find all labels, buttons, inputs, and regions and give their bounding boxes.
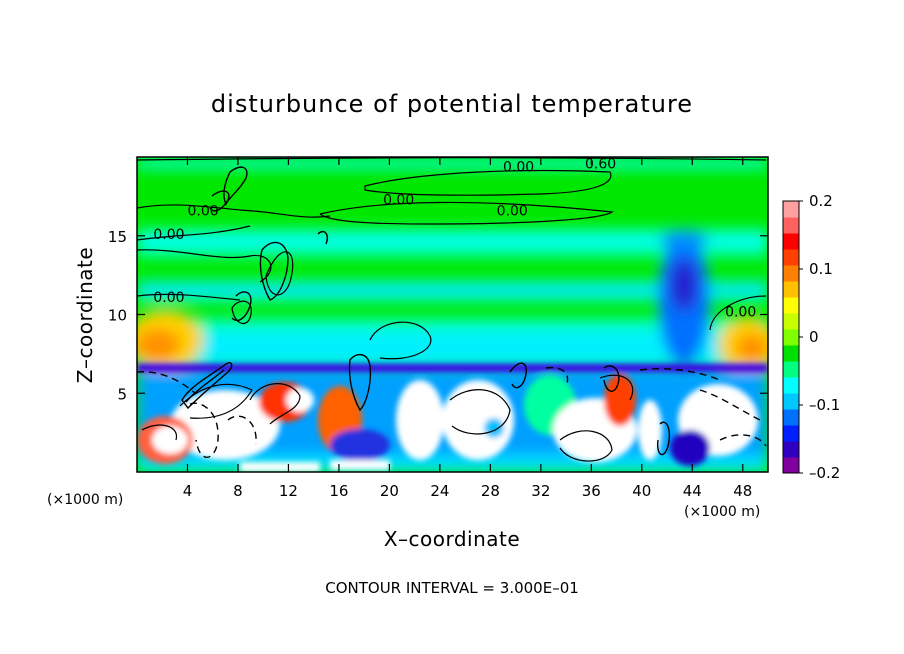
x-tick-label: 16 xyxy=(329,482,348,500)
x-unit-label-right: (×1000 m) xyxy=(684,504,760,520)
lower-layer-details xyxy=(137,364,768,472)
x-tick-label: 48 xyxy=(733,482,752,500)
colorbar-swatch xyxy=(783,377,799,394)
contour-label: 0.00 xyxy=(503,159,534,175)
contour-interval-note: CONTOUR INTERVAL = 3.000E–01 xyxy=(325,579,579,597)
colorbar-tick-label: 0.2 xyxy=(809,192,833,210)
colorbar-swatch xyxy=(783,409,799,426)
colorbar-swatch xyxy=(783,441,799,458)
x-tick-label: 28 xyxy=(481,482,500,500)
contour-label: 0.60 xyxy=(585,156,616,172)
contour-label: 0.00 xyxy=(497,204,528,220)
colorbar-swatch xyxy=(783,393,799,410)
colorbar-swatch xyxy=(783,297,799,314)
colorbar-swatch xyxy=(783,265,799,282)
colorbar-swatch xyxy=(783,425,799,442)
y-axis-title: Z–coordinate xyxy=(73,247,97,383)
colorbar-swatch xyxy=(783,345,799,362)
colorbar-tick-label: –0.2 xyxy=(809,464,840,482)
colorbar-swatch xyxy=(783,361,799,378)
plot-area: 0.600.000.000.000.000.000.000.00 xyxy=(137,156,768,472)
x-tick-label: 32 xyxy=(531,482,550,500)
colorbar-swatch xyxy=(783,281,799,298)
x-axis: 4 8 12 16 20 24 28 32 36 40 44 48 xyxy=(183,157,752,500)
x-tick-label: 24 xyxy=(430,482,449,500)
colorbar-swatch xyxy=(783,249,799,266)
x-tick-label: 8 xyxy=(233,482,243,500)
colorbar: 0.2 0.1 0 –0.1 –0.2 xyxy=(782,192,840,482)
x-unit-label-left: (×1000 m) xyxy=(47,492,123,508)
colorbar-swatch xyxy=(783,457,799,474)
negative-contours xyxy=(137,366,767,458)
colorbar-swatch xyxy=(783,313,799,330)
contour-label: 0.00 xyxy=(187,204,218,220)
contour-label: 0.00 xyxy=(725,304,756,320)
x-tick-label: 40 xyxy=(632,482,651,500)
x-tick-label: 44 xyxy=(683,482,702,500)
colorbar-tick-label: 0 xyxy=(809,328,819,346)
colorbar-swatch xyxy=(783,201,799,218)
y-tick-label: 15 xyxy=(108,228,127,246)
chart-title: disturbunce of potential temperature xyxy=(211,90,693,118)
colorbar-tick-label: 0.1 xyxy=(809,260,833,278)
contour-label: 0.00 xyxy=(153,290,184,306)
contour-dense-clusters xyxy=(181,166,670,456)
x-tick-label: 12 xyxy=(279,482,298,500)
y-tick-label: 10 xyxy=(108,307,127,325)
colorbar-tick-label: –0.1 xyxy=(809,396,840,414)
contour-label: 0.00 xyxy=(153,227,184,243)
colorbar-swatch xyxy=(783,329,799,346)
y-axis: 5 10 15 xyxy=(108,228,768,403)
x-tick-label: 36 xyxy=(582,482,601,500)
colorbar-swatch xyxy=(783,233,799,250)
contour-label-group: 0.600.000.000.000.000.000.000.00 xyxy=(153,156,756,320)
contour-lines xyxy=(137,157,767,462)
y-tick-label: 5 xyxy=(117,385,127,403)
x-tick-label: 20 xyxy=(380,482,399,500)
contour-label: 0.00 xyxy=(383,193,414,209)
colorbar-swatch xyxy=(783,217,799,234)
x-axis-title: X–coordinate xyxy=(384,527,520,551)
x-tick-label: 4 xyxy=(183,482,193,500)
